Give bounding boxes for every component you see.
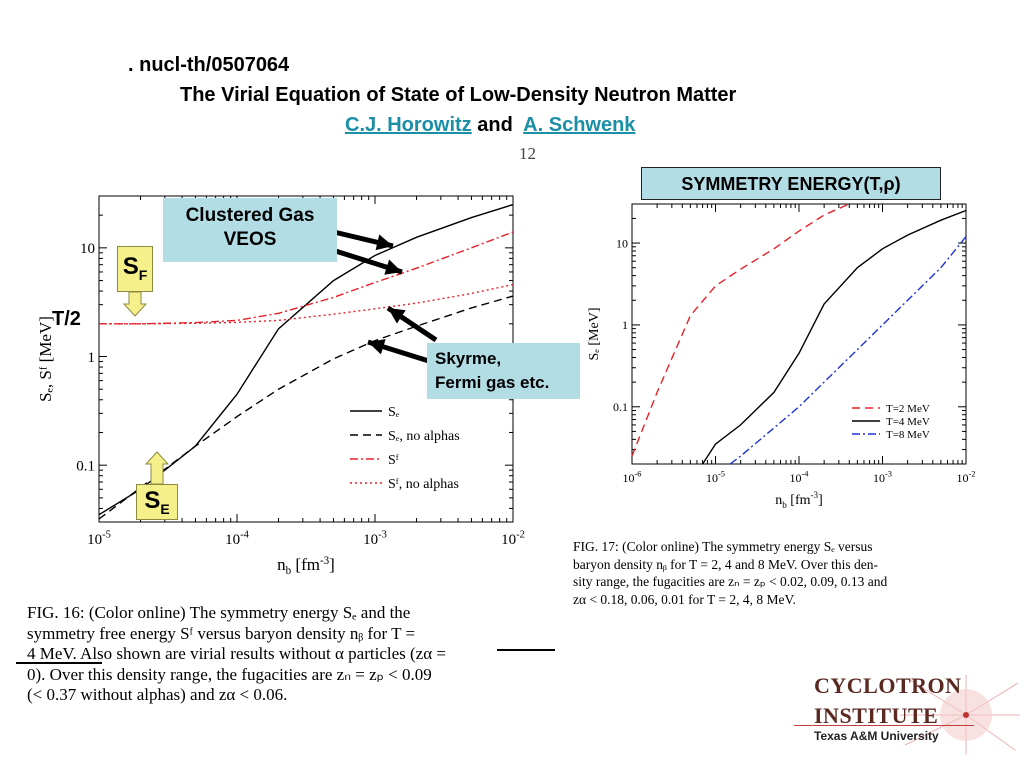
fig17-caption-line: zα < 0.18, 0.06, 0.01 for T = 2, 4, 8 Me… — [573, 591, 796, 607]
logo-line1: CYCLOTRON — [814, 673, 962, 698]
fig17-caption-line: sity range, the fugacities are zₙ = zₚ <… — [573, 574, 888, 589]
x-axis-label: nb [fm-3] — [775, 490, 823, 510]
se-sub: E — [160, 500, 170, 517]
fig16-caption-line: (< 0.37 without alphas) and zα < 0.06. — [27, 685, 288, 704]
legend-label: T=8 MeV — [886, 429, 930, 441]
skyrme-callout: Skyrme, Fermi gas etc. — [427, 343, 580, 399]
sf-sub: F — [138, 266, 148, 283]
sf-down-arrow-icon — [122, 291, 148, 317]
fig17-caption: FIG. 17: (Color online) The symmetry ene… — [573, 538, 993, 608]
x-tick-label: 10-6 — [623, 470, 642, 485]
series-line-4 — [99, 283, 514, 325]
t-half-label: T/2 — [52, 308, 81, 330]
legend-label: T=4 MeV — [886, 416, 930, 428]
series-line-2 — [98, 295, 514, 520]
clustered-arrow-2-head — [384, 259, 402, 275]
series-line-3 — [729, 236, 967, 465]
y-tick-label: 0.1 — [613, 400, 628, 414]
skyrme-label: Skyrme, — [435, 349, 502, 368]
x-tick-label: 10-5 — [706, 470, 725, 485]
x-axis-label: nb [fm-3] — [277, 555, 335, 577]
skyrme-arrow-2-head — [368, 339, 386, 355]
fig16-caption-line: symmetry free energy Sᶠ versus baryon de… — [27, 623, 416, 643]
logo-starburst-icon — [900, 675, 1020, 755]
logo-divider — [794, 725, 974, 726]
author-schwenk-link[interactable]: A. Schwenk — [523, 114, 636, 136]
series-line-1 — [631, 203, 850, 457]
underline-mark-left — [16, 662, 102, 664]
y-tick-label: 0.1 — [76, 458, 95, 474]
legend-label: Sₑ, no alphas — [388, 429, 460, 444]
sf-label: S — [122, 253, 139, 280]
x-tick-label: 10-4 — [225, 529, 249, 548]
y-tick-label: 1 — [88, 350, 96, 366]
cyclotron-institute-logo: CYCLOTRON INSTITUTE Texas A&M University — [790, 665, 1020, 765]
clustered-gas-callout: Clustered Gas VEOS — [163, 198, 337, 262]
se-label-box: SE — [136, 484, 178, 520]
and-text: and — [477, 114, 513, 136]
x-tick-label: 10-3 — [873, 470, 892, 485]
fig17-plot: 10-6 10-5 10-4 10-3 10-2 0.1 1 10 nb [fm-3] Sₑ [M… — [587, 203, 976, 510]
veos-label: VEOS — [223, 229, 277, 250]
series-line-2 — [702, 209, 967, 465]
legend-label: T=2 MeV — [886, 403, 930, 415]
sf-label-box: SF — [117, 246, 153, 292]
x-tick-label: 10-5 — [87, 529, 111, 548]
arxiv-id: . nucl-th/0507064 — [128, 54, 290, 76]
fermi-gas-label: Fermi gas etc. — [435, 373, 550, 392]
x-tick-label: 10-3 — [363, 529, 387, 548]
y-tick-label: 10 — [80, 241, 95, 257]
logo-line2: INSTITUTE — [814, 703, 939, 728]
se-up-arrow-icon — [144, 451, 170, 485]
symmetry-energy-title: SYMMETRY ENERGY(T,ρ) — [641, 167, 941, 200]
fig16-caption-line: 4 MeV. Also shown are virial results wit… — [27, 644, 446, 663]
logo-line3: Texas A&M University — [814, 729, 939, 743]
y-tick-label: 1 — [622, 318, 628, 332]
y-tick-label: 10 — [616, 236, 628, 250]
fig17-caption-line: baryon density nᵦ for T = 2, 4 and 8 MeV… — [573, 556, 879, 572]
clustered-gas-label: Clustered Gas — [185, 205, 315, 226]
fig16-caption-line: FIG. 16: (Color online) The symmetry ene… — [27, 603, 411, 622]
annotation-layer — [122, 229, 438, 485]
clustered-arrow-1-head — [375, 234, 393, 251]
author-horowitz-link[interactable]: C.J. Horowitz — [345, 114, 472, 136]
fig17-caption-line: FIG. 17: (Color online) The symmetry ene… — [573, 539, 873, 554]
skyrme-arrow-1-head — [388, 308, 406, 324]
y-axis-label: Sₑ, Sᶠ [MeV] — [36, 316, 55, 402]
y-axis-label: Sₑ [MeV] — [587, 308, 602, 361]
author-line: C.J. Horowitz and A. Schwenk — [345, 114, 635, 137]
legend-label: Sᶠ — [388, 453, 399, 468]
x-tick-label: 10-2 — [957, 470, 976, 485]
paper-title: The Virial Equation of State of Low-Dens… — [180, 84, 737, 106]
x-tick-label: 10-2 — [501, 529, 525, 548]
legend-label: Sᶠ, no alphas — [388, 477, 459, 492]
se-label: S — [144, 487, 161, 514]
page-number: 12 — [519, 144, 536, 163]
series-line-3 — [99, 231, 514, 325]
fig16-plot: 10-5 10-4 10-3 10-2 0.1 1 10 nb [fm-3] Sₑ, Sᶠ [M… — [36, 195, 525, 577]
fig16-caption-line: 0). Over this density range, the fugacit… — [27, 664, 432, 684]
fig16-caption: FIG. 16: (Color online) The symmetry ene… — [27, 603, 547, 706]
legend-label: Sₑ — [388, 405, 400, 420]
underline-mark-right — [497, 649, 555, 651]
x-tick-label: 10-4 — [790, 470, 810, 485]
